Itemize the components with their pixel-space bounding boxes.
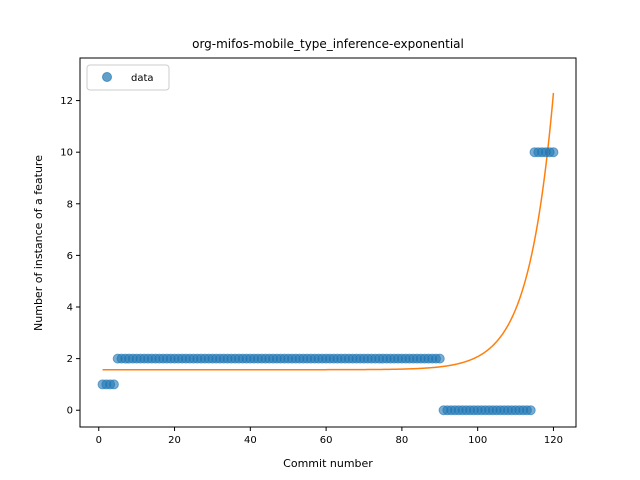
data-point bbox=[108, 379, 119, 390]
fit-curve-layer bbox=[102, 92, 555, 371]
plot-area bbox=[80, 58, 576, 427]
y-axis-label: Number of instance of a feature bbox=[32, 155, 45, 331]
y-tick-label: 0 bbox=[67, 406, 73, 417]
data-point bbox=[434, 353, 445, 364]
axis-ticks: 0 20 40 60 80 100 120 0 2 4 6 8 10 12 bbox=[60, 96, 563, 446]
x-tick-label: 80 bbox=[396, 435, 409, 446]
x-tick-label: 120 bbox=[544, 435, 563, 446]
legend-label-data: data bbox=[131, 73, 154, 84]
legend-marker-data bbox=[102, 72, 112, 82]
fit-curve-line bbox=[102, 92, 555, 371]
legend-box bbox=[86, 64, 170, 91]
y-tick-label: 2 bbox=[67, 354, 73, 365]
x-tick-label: 0 bbox=[96, 435, 102, 446]
x-axis-label: Commit number bbox=[283, 457, 373, 470]
y-tick-label: 6 bbox=[67, 251, 73, 262]
legend: data bbox=[86, 64, 170, 91]
data-points bbox=[97, 147, 559, 416]
x-tick-label: 40 bbox=[244, 435, 257, 446]
y-tick-label: 4 bbox=[67, 303, 73, 314]
x-tick-label: 100 bbox=[468, 435, 487, 446]
y-tick-label: 10 bbox=[60, 148, 73, 159]
plot-frame bbox=[79, 57, 577, 428]
x-tick-label: 60 bbox=[320, 435, 333, 446]
chart-title: org-mifos-mobile_type_inference-exponent… bbox=[192, 37, 464, 51]
x-tick-label: 20 bbox=[168, 435, 181, 446]
y-tick-label: 12 bbox=[60, 96, 73, 107]
data-point bbox=[525, 405, 536, 416]
y-tick-label: 8 bbox=[67, 199, 73, 210]
data-point bbox=[548, 147, 559, 158]
